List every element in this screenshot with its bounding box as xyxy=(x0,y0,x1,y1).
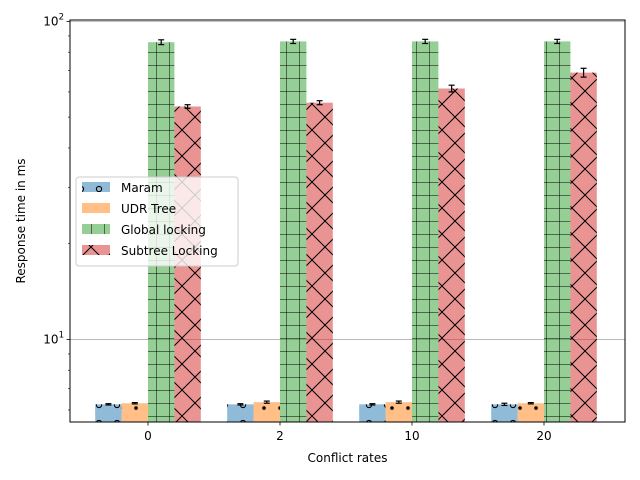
legend-label: Subtree Locking xyxy=(121,244,218,258)
bar-hatch xyxy=(306,102,333,423)
bar-hatch xyxy=(253,402,280,422)
plot-frame xyxy=(69,19,626,423)
x-axis-label: Conflict rates xyxy=(308,451,388,465)
bar-marks xyxy=(95,41,597,423)
legend-item: UDR Tree xyxy=(82,202,176,216)
legend-swatch-hatch xyxy=(82,224,110,234)
legend-swatch-hatch xyxy=(82,203,110,213)
bar-hatch xyxy=(280,41,307,422)
bar-hatch xyxy=(517,403,544,422)
bar-hatch xyxy=(95,404,122,422)
x-axis: 0 2 10 20 xyxy=(144,422,552,443)
error-bars xyxy=(105,38,587,407)
y-axis-label: Response time in ms xyxy=(14,158,28,283)
legend-item: Subtree Locking xyxy=(82,244,218,258)
legend-label: UDR Tree xyxy=(121,202,176,216)
y-tick-label: 102 xyxy=(43,12,64,28)
bar-hatch xyxy=(121,403,148,422)
legend: Maram UDR Tree Global locking Subtree Locki… xyxy=(75,176,239,267)
bar-hatch xyxy=(544,41,571,422)
bar-hatch xyxy=(385,402,412,422)
bar-hatch xyxy=(438,88,465,422)
legend-item: Global locking xyxy=(82,223,206,237)
bar-hatch xyxy=(227,404,254,422)
bar-hatch xyxy=(491,404,518,422)
x-tick-label: 0 xyxy=(144,429,152,443)
legend-label: Maram xyxy=(121,181,163,195)
y-axis: 101 102 xyxy=(43,12,70,411)
y-tick-label: 101 xyxy=(43,330,64,346)
x-tick-label: 2 xyxy=(276,429,284,443)
legend-swatch-hatch xyxy=(82,245,110,255)
bar-hatch xyxy=(570,72,597,423)
bar-hatch xyxy=(412,41,439,422)
legend-item: Maram xyxy=(82,181,163,195)
legend-frame xyxy=(75,176,239,267)
legend-swatch-hatch xyxy=(82,182,110,192)
bar-hatch xyxy=(359,404,386,422)
x-tick-label: 10 xyxy=(404,429,419,443)
legend-label: Global locking xyxy=(121,223,206,237)
x-tick-label: 20 xyxy=(536,429,551,443)
